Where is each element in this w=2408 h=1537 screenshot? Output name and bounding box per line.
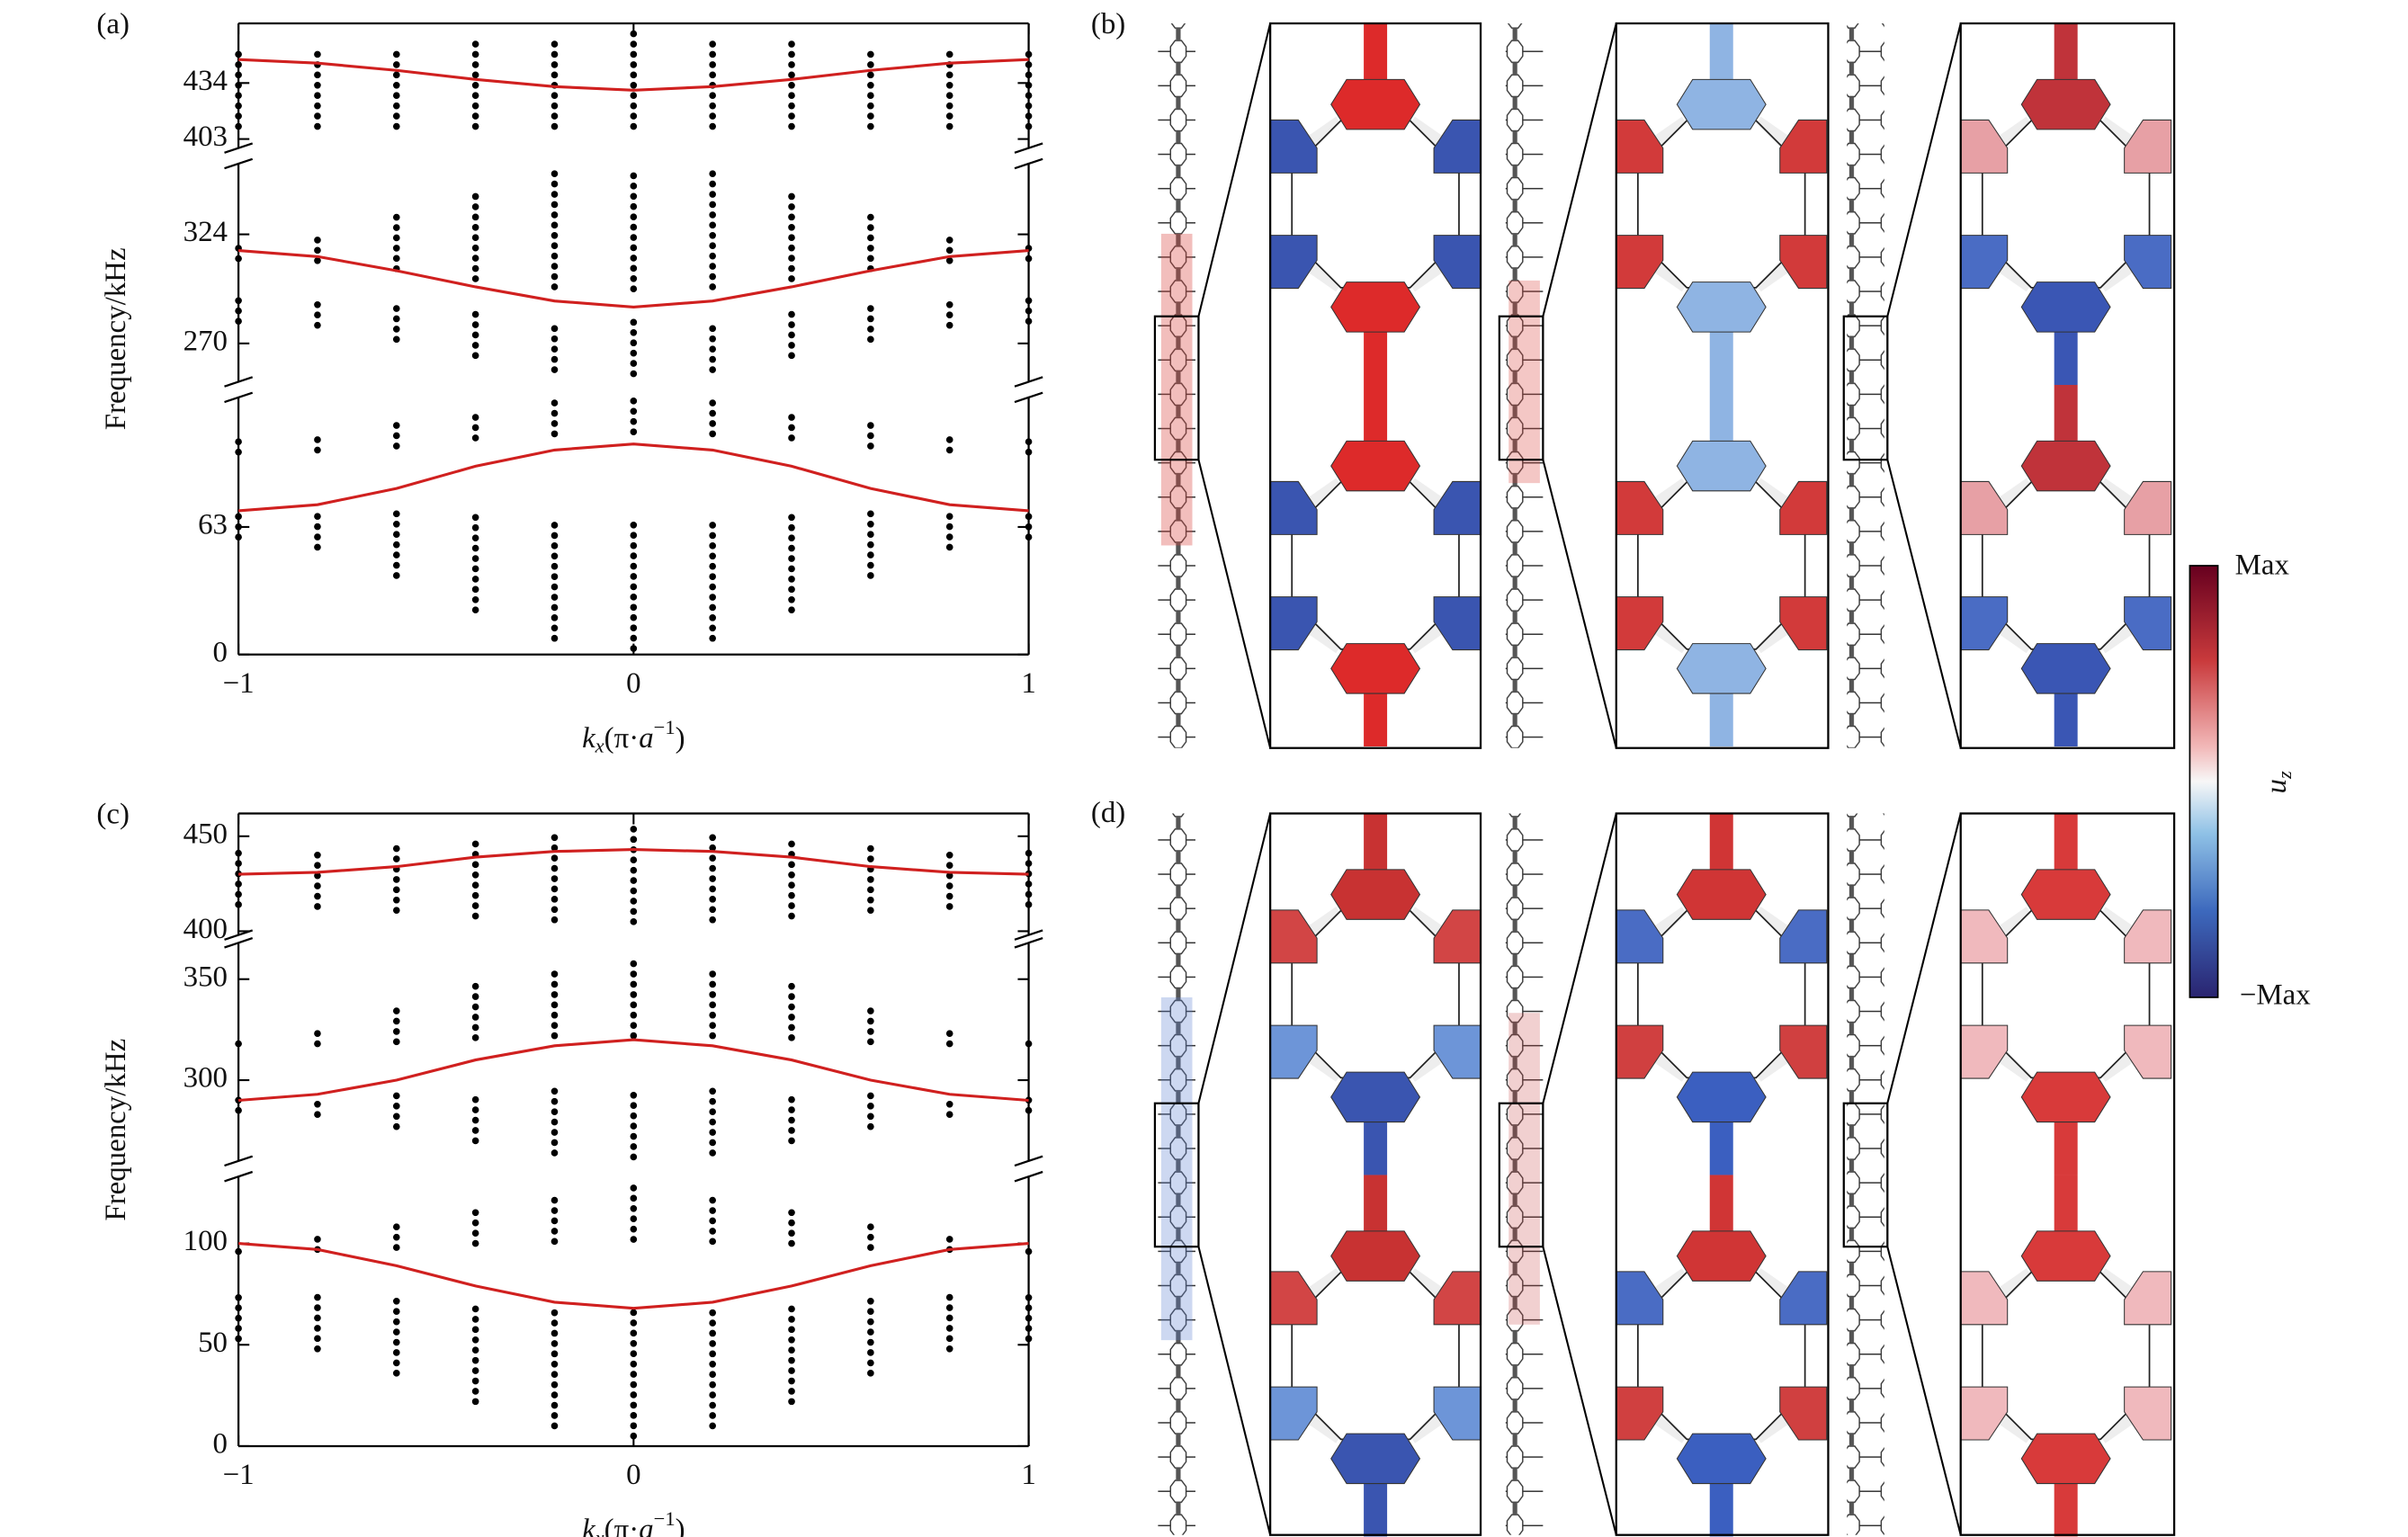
y-tick-label: 270 bbox=[184, 325, 228, 357]
panel-label: (b) bbox=[1091, 8, 1125, 40]
x-axis-label: kx(π·a−1) bbox=[582, 1507, 685, 1537]
axis-break bbox=[224, 142, 254, 154]
x-label-symbol: k bbox=[582, 1514, 596, 1537]
mode-panel-d: (d) bbox=[1091, 797, 2174, 1537]
y-tick-label: 0 bbox=[213, 1428, 228, 1461]
colorbar-label: uz bbox=[2260, 771, 2296, 793]
x-label-var: a bbox=[639, 722, 653, 755]
x-tick-label: 0 bbox=[626, 1459, 640, 1491]
y-axis-label: Frequency/kHz bbox=[100, 247, 132, 430]
x-tick-label: −1 bbox=[223, 1459, 255, 1491]
x-label-text: (π· bbox=[604, 722, 640, 755]
axis-break bbox=[224, 376, 254, 388]
axis-break bbox=[1014, 929, 1043, 941]
colorbar-max: Max bbox=[2235, 549, 2290, 581]
panel-label: (a) bbox=[96, 8, 130, 40]
x-tick-label: 0 bbox=[626, 667, 640, 700]
axis-break bbox=[1014, 1155, 1043, 1167]
panel-label: (c) bbox=[96, 799, 130, 831]
x-tick-label: 1 bbox=[1021, 667, 1035, 700]
y-tick-label: 63 bbox=[198, 508, 228, 541]
edge-state-line bbox=[237, 1038, 1029, 1103]
y-tick-label: 324 bbox=[184, 216, 228, 248]
y-axis-label: Frequency/kHz bbox=[100, 1039, 132, 1221]
x-label-superscript: −1 bbox=[654, 716, 676, 738]
x-label-subscript: x bbox=[595, 1526, 604, 1537]
y-tick-label: 450 bbox=[184, 818, 228, 850]
x-label-subscript: x bbox=[595, 735, 604, 757]
x-label-superscript: −1 bbox=[654, 1507, 676, 1530]
x-label-symbol: k bbox=[582, 722, 596, 755]
y-tick-label: 0 bbox=[213, 636, 228, 668]
y-tick-label: 400 bbox=[184, 913, 228, 945]
x-axis-label: kx(π·a−1) bbox=[582, 716, 685, 757]
x-label-text: (π· bbox=[604, 1514, 640, 1537]
colorbar: Max −Max uz bbox=[2189, 549, 2311, 1012]
edge-state-line bbox=[238, 58, 1029, 92]
mode-panel-b: (b) bbox=[1091, 8, 2174, 748]
axis-break bbox=[1014, 142, 1043, 154]
x-label-text: ) bbox=[676, 722, 685, 755]
y-tick-label: 100 bbox=[184, 1225, 228, 1257]
y-tick-label: 300 bbox=[184, 1062, 228, 1095]
colorbar-min: −Max bbox=[2240, 979, 2311, 1012]
x-tick-label: 1 bbox=[1021, 1459, 1035, 1491]
edge-state-line bbox=[237, 442, 1029, 513]
edge-state-line bbox=[237, 248, 1029, 308]
axis-break bbox=[1014, 376, 1043, 388]
edge-state-line bbox=[237, 1242, 1029, 1310]
y-tick-label: 403 bbox=[184, 121, 228, 153]
y-tick-label: 50 bbox=[198, 1327, 228, 1359]
y-tick-label: 350 bbox=[184, 961, 228, 993]
colorbar-symbol: u bbox=[2260, 779, 2293, 793]
panel-label: (d) bbox=[1091, 797, 1125, 829]
colorbar-subscript: z bbox=[2273, 771, 2296, 780]
edge-state-line bbox=[238, 848, 1029, 876]
axis-break bbox=[224, 1155, 254, 1167]
x-tick-label: −1 bbox=[223, 667, 255, 700]
x-label-text: ) bbox=[676, 1514, 685, 1537]
y-tick-label: 434 bbox=[184, 65, 228, 97]
x-label-var: a bbox=[639, 1514, 653, 1537]
